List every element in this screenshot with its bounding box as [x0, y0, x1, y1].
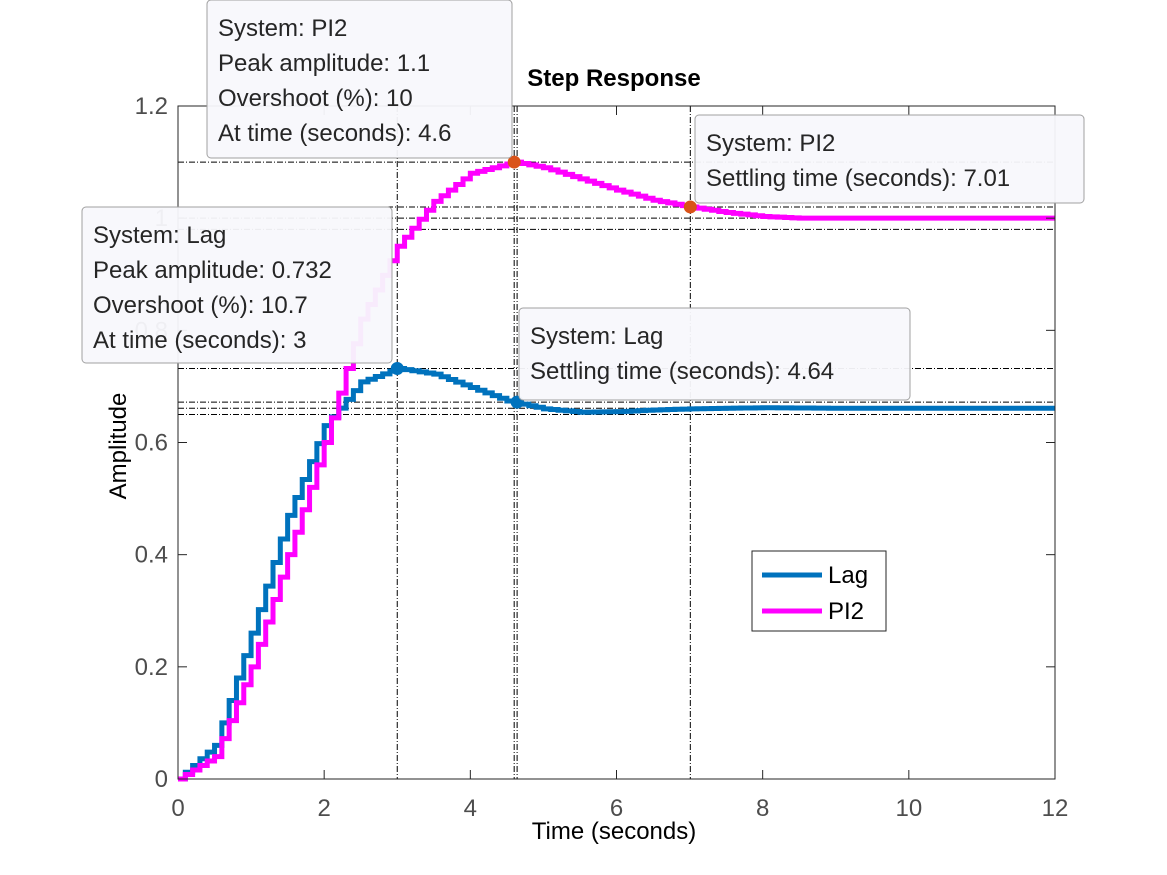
datatip-marker[interactable]	[683, 200, 697, 214]
datatip-background	[81, 206, 393, 364]
datatip-line: Overshoot (%): 10	[218, 85, 413, 112]
y-tick-label: 1.2	[135, 93, 168, 120]
datatip-line: At time (seconds): 3	[93, 327, 306, 354]
datatips: System: PI2 Peak amplitude: 1.1 Overshoot …	[81, 0, 1085, 401]
datatip-box[interactable]: System: Lag Peak amplitude: 0.732 Overshoo…	[81, 206, 393, 364]
datatip-box[interactable]: System: Lag Settling time (seconds): 4.64	[518, 307, 911, 401]
x-tick-label: 2	[317, 795, 330, 822]
datatip-background	[694, 114, 1085, 204]
datatip-line: At time (seconds): 4.6	[218, 120, 451, 147]
y-tick-label: 0.2	[135, 654, 168, 681]
datatip-line: System: Lag	[530, 323, 663, 350]
datatip-line: System: PI2	[706, 130, 835, 157]
datatip-line: System: PI2	[218, 15, 347, 42]
series-layer	[178, 159, 1055, 782]
y-axis-label: Amplitude	[105, 393, 132, 500]
datatip-box[interactable]: System: PI2 Peak amplitude: 1.1 Overshoot …	[206, 0, 513, 159]
legend: Lag PI2	[751, 550, 887, 632]
x-tick-label: 10	[895, 795, 922, 822]
datatip-marker[interactable]	[390, 361, 404, 375]
datatip-background	[518, 307, 911, 401]
chart-title: Step Response	[527, 65, 700, 92]
datatip-marker[interactable]	[507, 155, 521, 169]
datatip-background	[206, 0, 513, 159]
datatip-line: Settling time (seconds): 4.64	[530, 358, 834, 385]
series-line-pi2	[178, 159, 1055, 782]
x-tick-label: 12	[1042, 795, 1069, 822]
x-tick-label: 6	[610, 795, 623, 822]
series-line-lag	[178, 365, 1055, 782]
x-tick-label: 0	[171, 795, 184, 822]
datatip-line: Peak amplitude: 1.1	[218, 50, 430, 77]
x-tick-label: 4	[464, 795, 477, 822]
x-axis-label: Time (seconds)	[532, 818, 696, 845]
legend-box	[751, 550, 887, 632]
datatip-line: Overshoot (%): 10.7	[93, 292, 308, 319]
datatip-line: Settling time (seconds): 7.01	[706, 165, 1010, 192]
legend-label: PI2	[828, 598, 864, 625]
x-tick-label: 8	[756, 795, 769, 822]
datatip-line: System: Lag	[93, 222, 226, 249]
legend-label: Lag	[828, 562, 868, 589]
y-tick-label: 0	[155, 766, 168, 793]
datatip-box[interactable]: System: PI2 Settling time (seconds): 7.01	[694, 114, 1085, 204]
y-tick-label: 0.6	[135, 430, 168, 457]
datatip-line: Peak amplitude: 0.732	[93, 257, 332, 284]
y-tick-label: 0.4	[135, 542, 168, 569]
